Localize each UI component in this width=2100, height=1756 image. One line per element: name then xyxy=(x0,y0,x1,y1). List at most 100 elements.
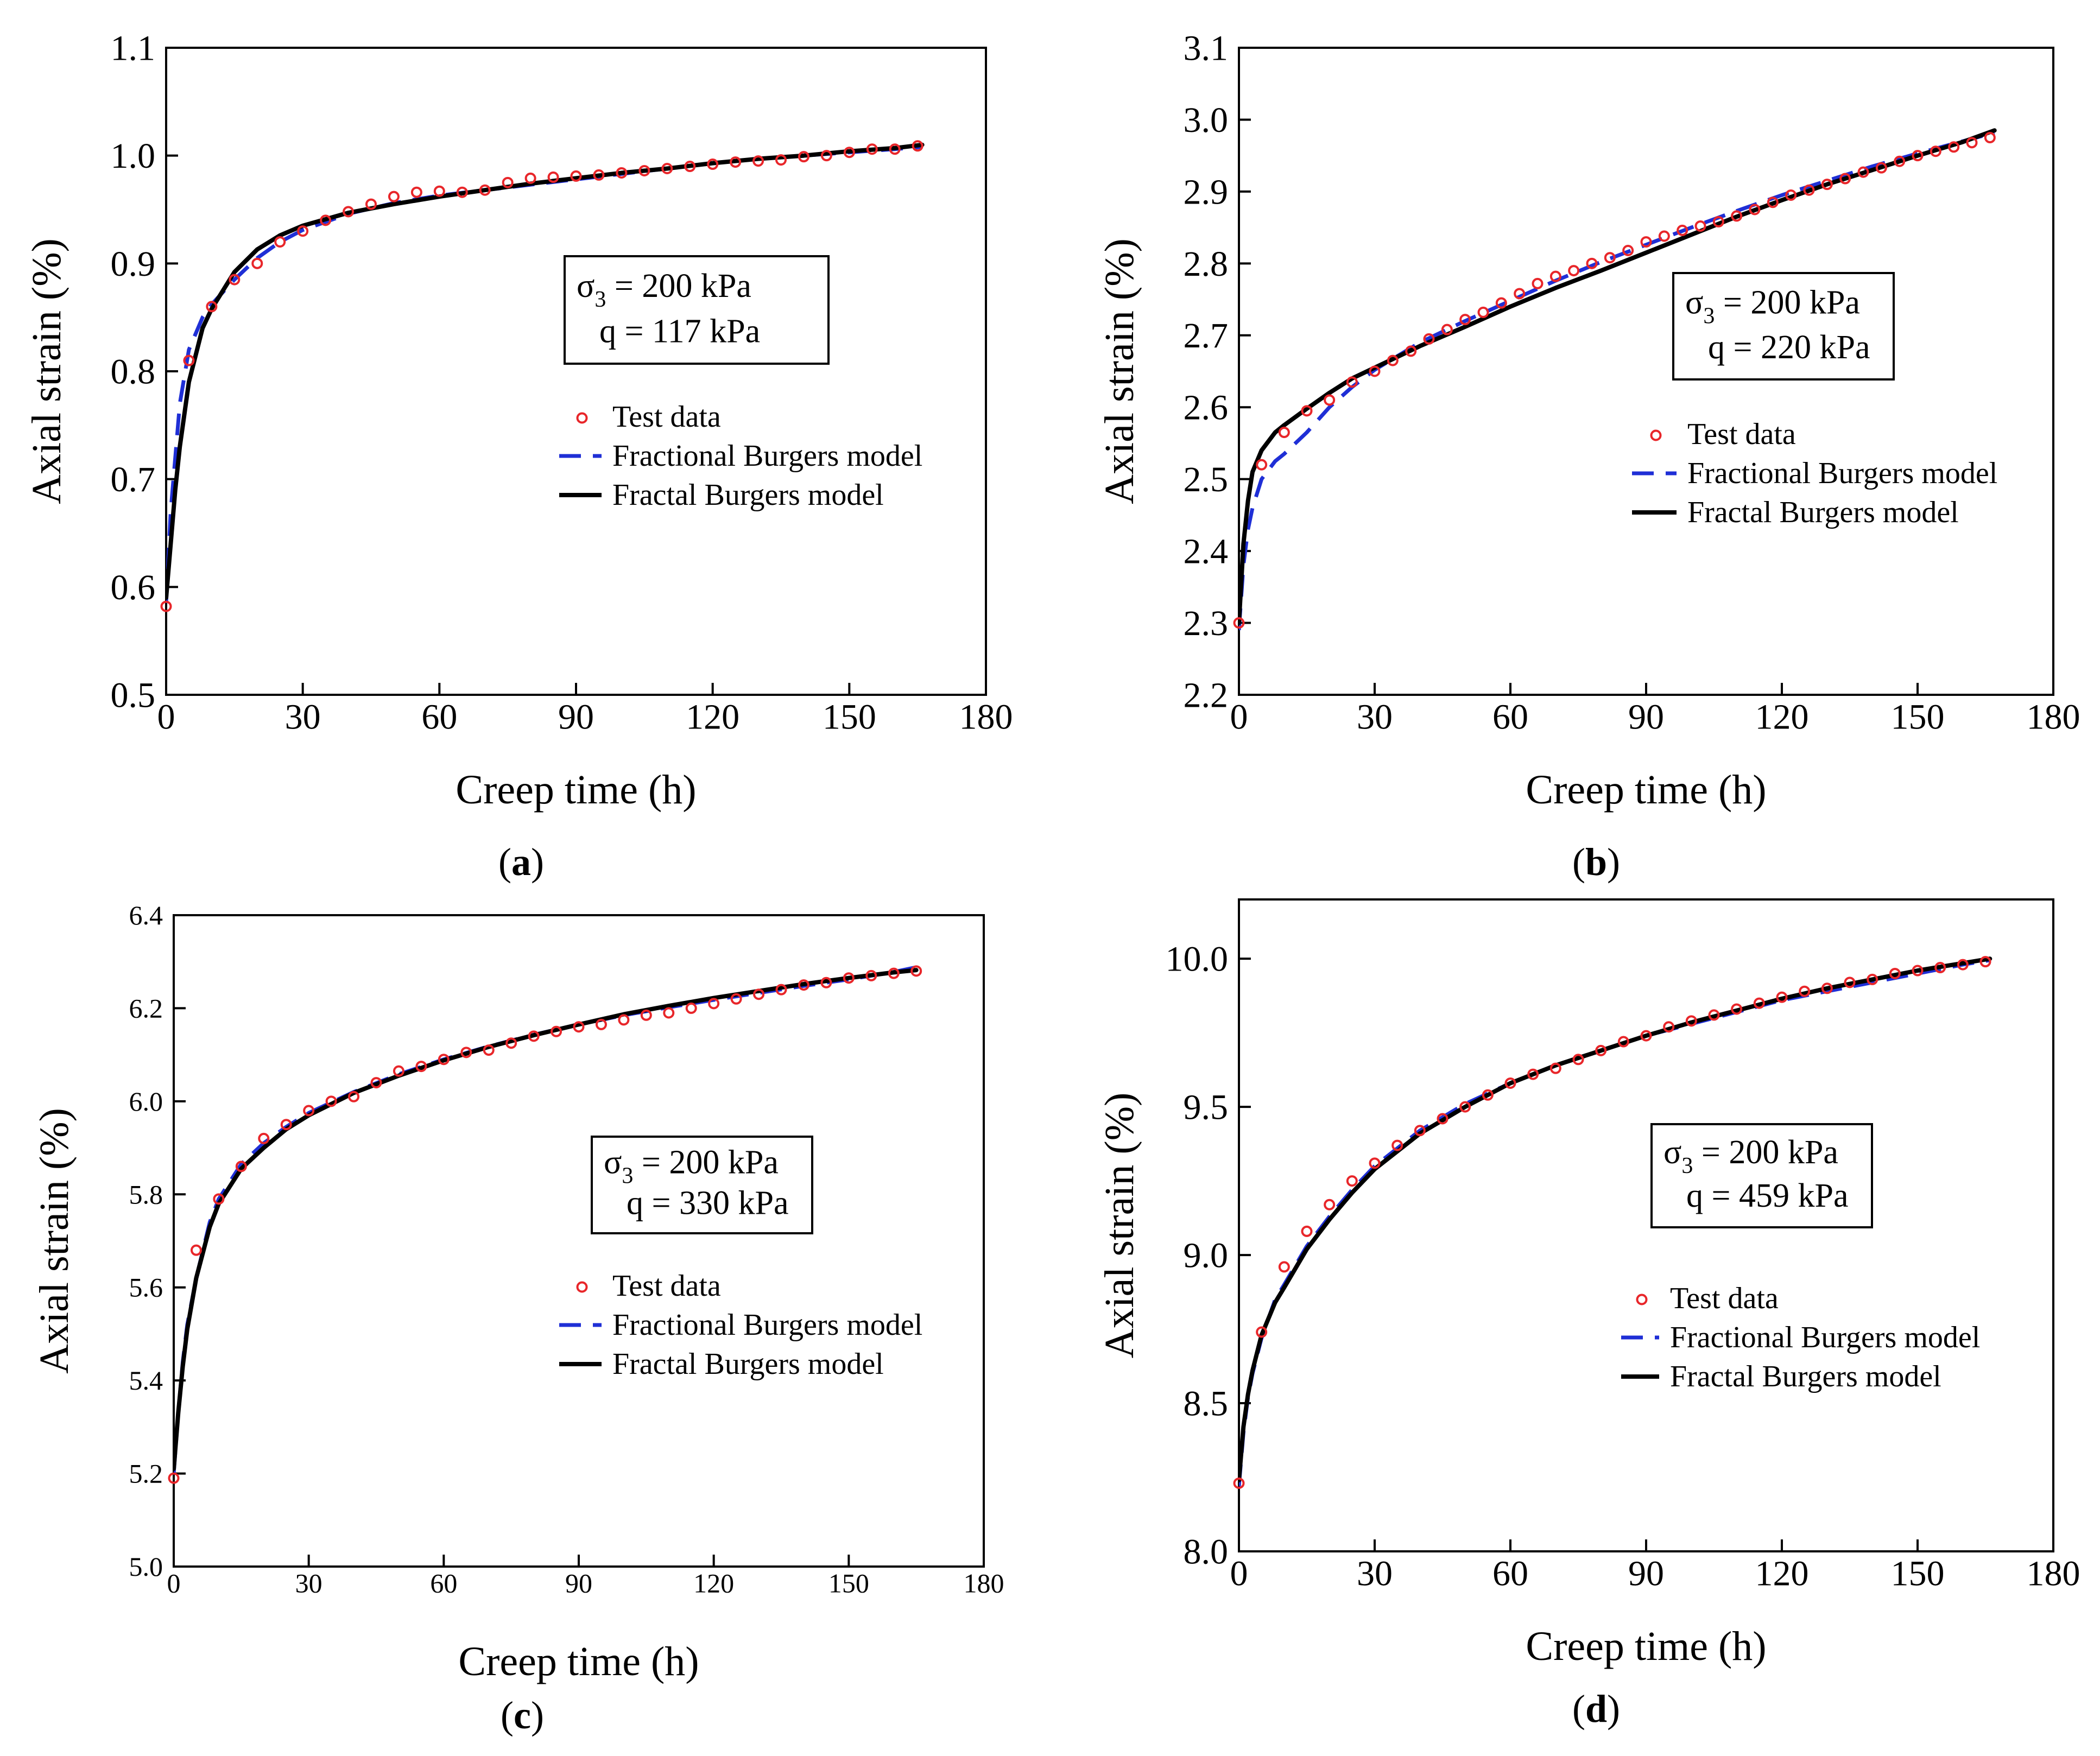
legend-test-data: Test data xyxy=(612,1269,721,1303)
test-data-point xyxy=(1595,1044,1607,1056)
annotation-box xyxy=(591,1136,813,1234)
x-axis-title: Creep time (h) xyxy=(458,1639,699,1684)
test-data-point xyxy=(730,156,742,168)
panel-label-a: (a) xyxy=(498,840,544,884)
test-data-point xyxy=(1233,617,1245,629)
test-data-point xyxy=(505,1037,517,1049)
x-tick-label: 60 xyxy=(1492,698,1528,737)
test-data-point xyxy=(168,1472,180,1484)
legend-fractal-burgers: Fractal Burgers model xyxy=(612,1347,884,1381)
test-data-point xyxy=(1387,354,1399,366)
legend: Test data Fractional Burgers model Fractal… xyxy=(1632,417,1997,529)
y-tick-label: 2.7 xyxy=(1184,316,1229,356)
x-tick-label: 60 xyxy=(430,1568,457,1599)
confining-pressure-label: σ3 = 200 kPa xyxy=(1685,284,1860,328)
test-data-point xyxy=(1663,1021,1675,1033)
series-group xyxy=(1239,956,1993,1487)
y-tick-label: 5.8 xyxy=(129,1179,163,1209)
test-data-point xyxy=(1482,1089,1494,1101)
test-data-point xyxy=(910,965,922,977)
test-data-point xyxy=(843,972,855,984)
y-tick-label: 3.0 xyxy=(1184,100,1229,140)
series-line-fractal-burgers xyxy=(1239,128,1997,625)
test-data-point xyxy=(1776,991,1788,1003)
x-axis-title: Creep time (h) xyxy=(456,767,696,813)
test-data-point xyxy=(685,1002,697,1014)
test-data-point xyxy=(752,155,764,167)
test-data-point xyxy=(1912,150,1924,162)
test-data-point xyxy=(365,198,377,210)
test-data-point xyxy=(889,143,901,155)
test-data-point xyxy=(1369,1157,1381,1169)
chart-panel-d: 0 30 60 90 120 150 180 8.0 8.5 9.0 9.5 10.0 Creep ti… xyxy=(1097,898,2080,1730)
test-data-point xyxy=(502,176,514,188)
test-data-point xyxy=(1844,977,1856,988)
test-data-point xyxy=(1839,173,1851,185)
test-data-point xyxy=(1889,967,1901,979)
test-data-point xyxy=(213,1193,225,1205)
x-tick-label: 180 xyxy=(2027,1554,2080,1594)
test-data-point xyxy=(775,154,787,166)
test-data-point xyxy=(297,225,309,237)
test-data-point xyxy=(912,140,924,152)
annotation-box xyxy=(1650,1123,1873,1228)
test-data-point xyxy=(638,164,650,176)
test-data-point xyxy=(251,257,263,269)
test-data-point xyxy=(1957,959,1969,971)
test-data-point xyxy=(1324,394,1336,406)
test-data-point xyxy=(1514,288,1526,300)
legend: Test data Fractional Burgers model Fractal… xyxy=(559,400,922,512)
series-line-fractal-burgers xyxy=(166,142,925,600)
test-data-point xyxy=(1979,956,1991,968)
test-data-point xyxy=(1912,965,1924,977)
confining-pressure-label: σ3 = 200 kPa xyxy=(577,268,751,312)
y-tick-label: 0.9 xyxy=(111,244,156,284)
test-data-point xyxy=(348,1091,360,1102)
x-tick-label: 0 xyxy=(157,698,175,737)
x-tick-label: 120 xyxy=(693,1568,734,1599)
test-data-point xyxy=(820,150,832,162)
legend-fractional-burgers: Fractional Burgers model xyxy=(612,1308,922,1342)
test-data-point xyxy=(370,1077,382,1089)
y-axis-title: Axial strain (%) xyxy=(24,238,69,504)
legend-marker-test-data xyxy=(1650,429,1662,441)
x-tick-label: 120 xyxy=(1755,1554,1809,1594)
test-data-point xyxy=(274,236,286,248)
test-data-point xyxy=(1423,333,1435,345)
y-tick-label: 6.2 xyxy=(129,993,163,1023)
test-data-point xyxy=(573,1021,585,1033)
test-data-point xyxy=(160,600,172,612)
confining-pressure-label: σ3 = 200 kPa xyxy=(604,1144,779,1189)
test-data-point xyxy=(547,171,559,183)
y-axis-title: Axial strain (%) xyxy=(1097,1093,1142,1359)
test-data-point xyxy=(1391,1139,1403,1151)
test-data-point xyxy=(798,979,809,991)
test-data-point xyxy=(1694,220,1706,232)
test-data-point xyxy=(410,186,422,198)
test-data-point xyxy=(593,169,605,181)
x-tick-label: 150 xyxy=(828,1568,869,1599)
test-data-point xyxy=(1459,314,1471,326)
x-tick-label: 60 xyxy=(421,698,457,737)
deviatoric-stress-label: q = 459 kPa xyxy=(1686,1177,1848,1214)
test-data-point xyxy=(1572,1054,1584,1066)
test-data-point xyxy=(753,988,765,1000)
test-data-point xyxy=(684,161,696,173)
legend-test-data: Test data xyxy=(1687,417,1796,451)
y-tick-label: 9.0 xyxy=(1184,1236,1229,1276)
y-tick-label: 1.1 xyxy=(111,28,156,68)
x-tick-label: 90 xyxy=(1628,1554,1664,1594)
test-data-point xyxy=(1821,982,1833,994)
series-line-fractal-burgers xyxy=(1239,956,1993,1482)
x-tick-label: 150 xyxy=(1891,1554,1945,1594)
test-data-point xyxy=(1867,973,1878,985)
test-data-point xyxy=(1712,216,1724,228)
test-data-point xyxy=(1527,1068,1539,1080)
test-data-point xyxy=(1640,1030,1652,1042)
test-data-point xyxy=(320,214,332,226)
x-tick-label: 180 xyxy=(964,1568,1004,1599)
test-data-point xyxy=(393,1065,404,1077)
legend-fractional-burgers: Fractional Burgers model xyxy=(1670,1321,1980,1354)
